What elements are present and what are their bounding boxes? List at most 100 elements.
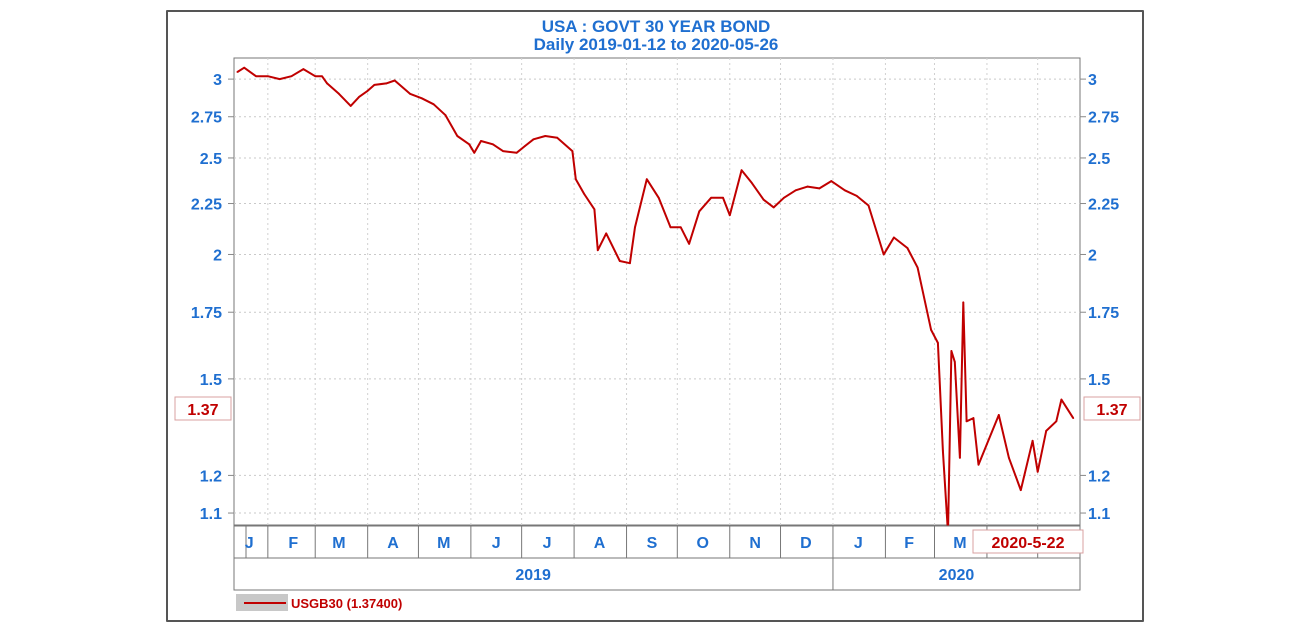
y-tick-label-right: 1.2: [1088, 468, 1110, 485]
data-point: [302, 68, 305, 71]
legend: USGB30 (1.37400): [236, 594, 402, 611]
y-tick-label-right: 2: [1088, 247, 1097, 264]
y-tick-label-left: 1.75: [191, 305, 222, 322]
month-tick-label: J: [543, 535, 552, 552]
month-tick-label: A: [594, 535, 606, 552]
y-tick-label-left: 1.1: [200, 506, 222, 523]
month-tick-label: M: [332, 535, 345, 552]
chart-frame: USA : GOVT 30 YEAR BOND Daily 2019-01-12…: [166, 10, 1144, 622]
svg-text:1.37: 1.37: [187, 402, 218, 419]
data-point: [645, 178, 648, 181]
data-point: [480, 140, 482, 142]
data-point: [321, 75, 323, 78]
y-tick-label-right: 3: [1088, 72, 1097, 89]
data-point: [544, 135, 547, 137]
data-point: [314, 75, 317, 78]
data-point: [409, 92, 411, 95]
data-point: [1060, 398, 1063, 401]
data-point: [818, 187, 821, 190]
y-tick-label-left: 1.5: [200, 372, 222, 389]
data-point: [1008, 456, 1010, 459]
legend-entry: USGB30 (1.37400): [291, 596, 402, 611]
data-point: [1019, 489, 1022, 491]
y-tick-label-right: 2.75: [1088, 110, 1119, 127]
month-tick-label: J: [854, 535, 863, 552]
data-point: [583, 193, 586, 195]
last-date-label: 2020-5-22: [972, 529, 1084, 554]
data-point: [962, 301, 965, 304]
data-point: [338, 92, 340, 95]
data-point: [266, 75, 269, 78]
month-tick-label: M: [437, 535, 450, 552]
data-point: [236, 71, 239, 73]
data-point: [255, 75, 257, 78]
y-tick-label-left: 2: [213, 247, 222, 264]
data-point: [710, 196, 713, 199]
chart-subtitle: Daily 2019-01-12 to 2020-05-26: [534, 35, 779, 54]
y-tick-label-left: 1.2: [200, 468, 222, 485]
data-point: [698, 210, 701, 213]
data-point: [1036, 470, 1039, 473]
data-point: [349, 104, 352, 107]
y-tick-label-right: 1.1: [1088, 506, 1110, 523]
data-point: [882, 253, 885, 256]
data-point: [618, 260, 621, 262]
data-point: [1072, 417, 1075, 420]
data-point: [468, 143, 471, 146]
data-point: [965, 420, 968, 423]
y-tick-label-right: 2.25: [1088, 197, 1119, 214]
data-point: [936, 342, 939, 344]
data-point: [688, 242, 691, 245]
month-tick-label: J: [245, 535, 254, 552]
data-point: [515, 151, 518, 154]
data-point: [794, 189, 797, 192]
y-tick-label-left: 3: [213, 72, 222, 89]
data-point: [502, 150, 504, 152]
y-tick-label-left: 2.5: [200, 151, 222, 168]
year-axis-band: [233, 557, 1081, 591]
month-tick-label: N: [749, 535, 761, 552]
data-point: [830, 180, 833, 182]
y-tick-label-left: 2.75: [191, 110, 222, 127]
chart-canvas: USA : GOVT 30 YEAR BOND Daily 2019-01-12…: [174, 17, 1141, 611]
last-value-label-left: 1.37: [174, 396, 232, 421]
data-point: [473, 151, 476, 154]
data-point: [843, 189, 846, 192]
data-point: [669, 226, 672, 229]
chart-title: USA : GOVT 30 YEAR BOND: [542, 17, 771, 36]
data-point: [444, 114, 447, 117]
data-point: [571, 150, 574, 152]
data-point: [892, 236, 895, 239]
data-point: [916, 266, 919, 269]
data-point: [366, 89, 369, 92]
data-point: [906, 247, 909, 249]
data-point: [977, 463, 980, 466]
data-point: [556, 136, 559, 139]
data-point: [972, 417, 975, 420]
plot-area: [233, 57, 1081, 526]
data-point: [634, 226, 636, 229]
y-tick-label-left: 2.25: [191, 197, 222, 214]
data-point: [532, 138, 535, 141]
month-tick-label: S: [647, 535, 658, 552]
data-point: [997, 414, 1000, 416]
data-point: [806, 185, 809, 188]
data-point: [953, 361, 956, 363]
data-point: [290, 75, 293, 78]
data-point: [867, 204, 870, 207]
series-layer: [236, 66, 1075, 535]
data-point: [942, 449, 944, 452]
data-point: [986, 443, 988, 446]
data-point: [491, 143, 494, 146]
svg-text:1.37: 1.37: [1096, 402, 1127, 419]
data-point: [762, 198, 765, 201]
data-point: [750, 181, 753, 184]
data-point: [855, 195, 858, 197]
y-tick-label-right: 1.75: [1088, 305, 1119, 322]
data-point: [358, 95, 361, 98]
data-point: [958, 456, 961, 459]
year-axis: 2019 2020: [515, 558, 974, 590]
data-point: [393, 79, 396, 82]
data-point: [385, 82, 388, 85]
data-point: [326, 82, 328, 85]
